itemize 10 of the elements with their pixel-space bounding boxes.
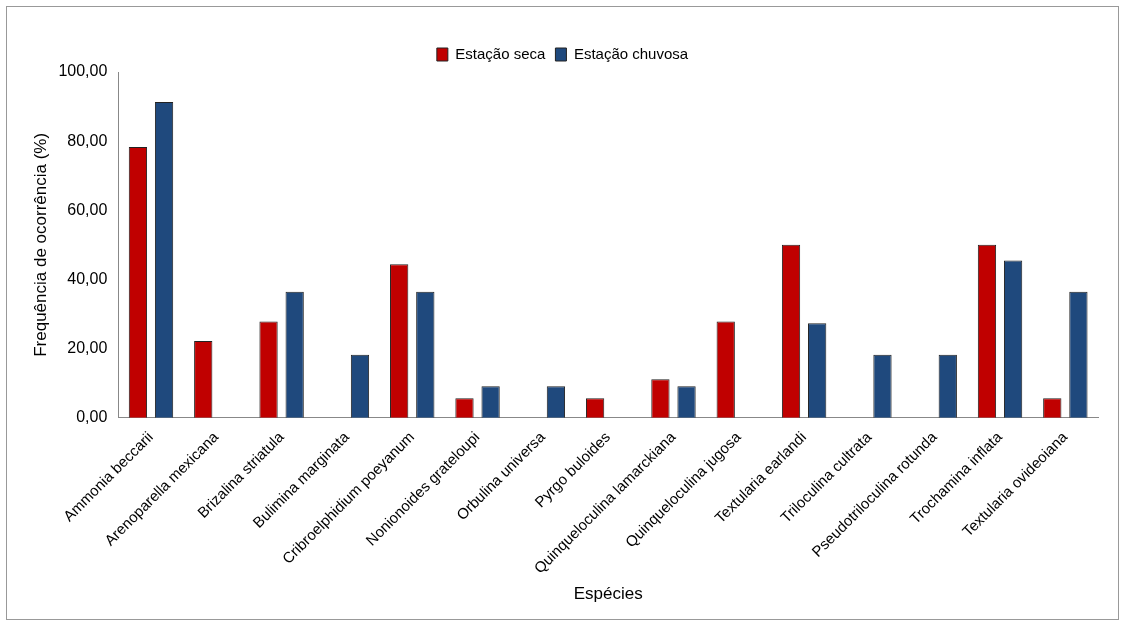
y-tick-label: 100,00 xyxy=(58,62,108,80)
y-tick-label: 60,00 xyxy=(67,200,108,218)
legend-label: Estação chuvosa xyxy=(573,44,689,62)
y-tick-label: 80,00 xyxy=(67,131,108,149)
x-axis-title: Espécies xyxy=(573,584,643,604)
legend-label: Estação seca xyxy=(455,44,547,62)
y-tick-label: 20,00 xyxy=(67,338,108,356)
y-axis-title: Frequência de ocorrência (%) xyxy=(30,132,50,357)
y-tick-label: 40,00 xyxy=(67,269,108,287)
y-tick-label: 0,00 xyxy=(76,408,108,426)
